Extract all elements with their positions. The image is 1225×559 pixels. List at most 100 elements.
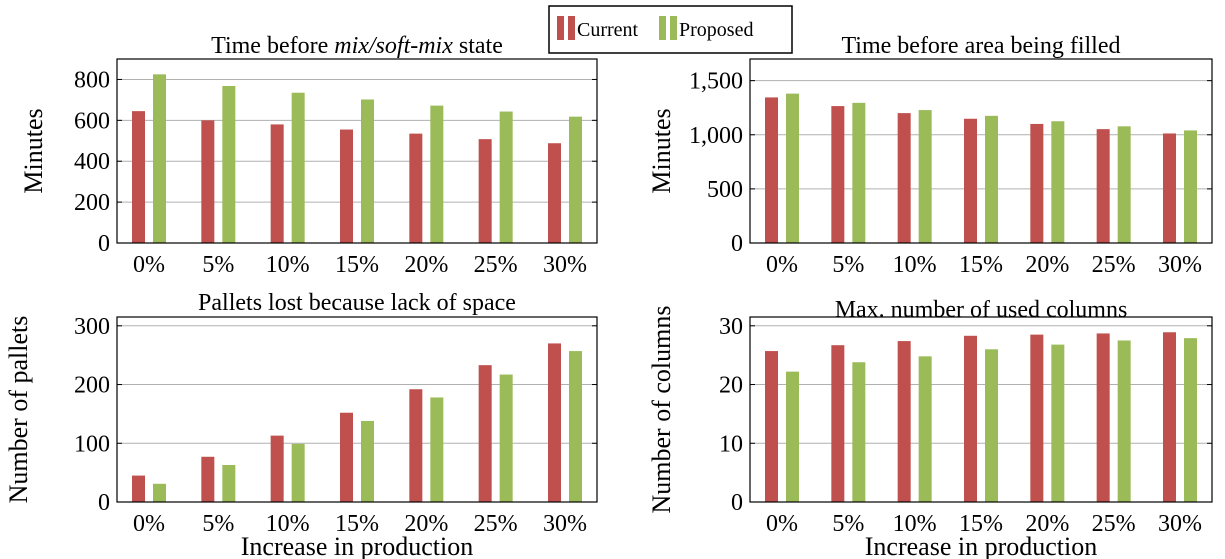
bar-current bbox=[132, 111, 145, 243]
bar-proposed bbox=[569, 351, 582, 502]
bar-proposed bbox=[852, 362, 866, 502]
x-axis-label: Increase in production bbox=[865, 532, 1097, 559]
xtick-label: 15% bbox=[335, 511, 379, 537]
xtick-label: 30% bbox=[543, 511, 587, 537]
xtick-label: 25% bbox=[474, 511, 518, 537]
bar-current bbox=[270, 435, 284, 502]
xtick-label: 5% bbox=[832, 252, 864, 278]
ytick-label: 10 bbox=[719, 431, 743, 457]
chart-2: 0 500 1,000 1,500 0% 5% 10% 15% 20% 25% 30% Time be… bbox=[647, 33, 1213, 278]
bar-proposed bbox=[918, 110, 932, 243]
legend-swatch-proposed-b bbox=[670, 16, 677, 40]
chart-title: Pallets lost because lack of space bbox=[198, 290, 516, 316]
bar-current bbox=[1030, 123, 1044, 243]
chart-1: 0 200 400 600 800 0% 5% 10% 15% 20% 25% 30% Time bef… bbox=[19, 33, 598, 278]
chart-title: Time before area being filled bbox=[841, 33, 1120, 59]
bar-proposed bbox=[153, 483, 166, 502]
bar-current bbox=[132, 475, 145, 502]
plot-frame bbox=[749, 58, 1213, 244]
bar-current bbox=[478, 365, 492, 502]
bar-proposed bbox=[361, 99, 374, 243]
legend-label-proposed: Proposed bbox=[679, 19, 753, 41]
bar-current bbox=[409, 133, 423, 243]
ytick-label: 0 bbox=[98, 490, 110, 516]
bar-proposed bbox=[361, 420, 374, 502]
xtick-label: 20% bbox=[404, 252, 448, 278]
bar-proposed bbox=[1117, 126, 1131, 243]
bar-current bbox=[548, 343, 561, 502]
bar-current bbox=[1030, 334, 1044, 502]
ytick-label: 30 bbox=[719, 314, 743, 340]
ytick-label: 200 bbox=[74, 373, 110, 399]
xtick-label: 20% bbox=[1025, 511, 1069, 537]
xtick-label: 30% bbox=[543, 252, 587, 278]
bar-current bbox=[964, 335, 977, 502]
xtick-label: 25% bbox=[1092, 252, 1136, 278]
y-axis-label: Minutes bbox=[19, 108, 48, 193]
bar-proposed bbox=[786, 93, 799, 244]
xtick-label: 0% bbox=[766, 252, 798, 278]
bar-proposed bbox=[1051, 344, 1065, 502]
bar-current bbox=[340, 129, 353, 243]
plot-frame bbox=[749, 316, 1213, 503]
bar-proposed bbox=[153, 74, 166, 243]
ytick-label: 400 bbox=[74, 149, 110, 175]
xtick-label: 25% bbox=[474, 252, 518, 278]
bar-current bbox=[478, 139, 492, 243]
y-axis-label: Number of columns bbox=[647, 306, 676, 514]
xtick-label: 15% bbox=[959, 511, 1003, 537]
y-axis-label: Minutes bbox=[647, 108, 676, 193]
xtick-label: 25% bbox=[1092, 511, 1136, 537]
ytick-label: 200 bbox=[74, 190, 110, 216]
legend-label-current: Current bbox=[577, 19, 639, 41]
legend-swatch-proposed-a bbox=[659, 16, 666, 40]
chart-title: Time before mix/soft-mix state bbox=[211, 33, 503, 59]
bar-proposed bbox=[291, 443, 305, 502]
xtick-label: 10% bbox=[893, 511, 937, 537]
bar-current bbox=[964, 118, 977, 243]
bar-current bbox=[1163, 332, 1176, 502]
bar-proposed bbox=[985, 115, 998, 243]
bar-current bbox=[897, 341, 911, 502]
bar-proposed bbox=[222, 465, 236, 502]
xtick-label: 5% bbox=[202, 252, 234, 278]
xtick-label: 15% bbox=[959, 252, 1003, 278]
ytick-label: 300 bbox=[74, 314, 110, 340]
xtick-label: 30% bbox=[1158, 252, 1202, 278]
bar-current bbox=[201, 120, 215, 243]
xtick-label: 5% bbox=[202, 511, 234, 537]
bar-current bbox=[548, 143, 561, 243]
xtick-label: 0% bbox=[133, 252, 165, 278]
bar-current bbox=[340, 412, 353, 502]
bar-proposed bbox=[985, 349, 998, 502]
bar-proposed bbox=[499, 374, 513, 502]
bar-current bbox=[1096, 129, 1110, 243]
bar-proposed bbox=[430, 105, 444, 243]
xtick-label: 5% bbox=[832, 511, 864, 537]
legend-swatch-current-b bbox=[568, 16, 575, 40]
bar-current bbox=[765, 351, 778, 502]
ytick-label: 100 bbox=[74, 431, 110, 457]
ytick-label: 1,500 bbox=[689, 69, 743, 95]
ytick-label: 0 bbox=[731, 490, 743, 516]
bar-current bbox=[1163, 133, 1176, 243]
legend-swatch-current-a bbox=[557, 16, 564, 40]
xtick-label: 10% bbox=[893, 252, 937, 278]
plot-frame bbox=[116, 316, 598, 503]
xtick-label: 10% bbox=[266, 252, 310, 278]
bar-current bbox=[1096, 333, 1110, 502]
xtick-label: 0% bbox=[133, 511, 165, 537]
bar-current bbox=[831, 106, 845, 243]
bar-proposed bbox=[430, 397, 444, 502]
xtick-label: 30% bbox=[1158, 511, 1202, 537]
bar-proposed bbox=[1117, 340, 1131, 502]
bar-proposed bbox=[499, 111, 513, 243]
ytick-label: 0 bbox=[98, 231, 110, 257]
bar-proposed bbox=[222, 85, 236, 243]
chart-3: 0 100 200 300 0% 5% 10% 15% 20% 25% 30% Pallets los… bbox=[4, 290, 598, 559]
xtick-label: 15% bbox=[335, 252, 379, 278]
ytick-label: 500 bbox=[707, 177, 743, 203]
ytick-label: 20 bbox=[719, 373, 743, 399]
ytick-label: 1,000 bbox=[689, 123, 743, 149]
